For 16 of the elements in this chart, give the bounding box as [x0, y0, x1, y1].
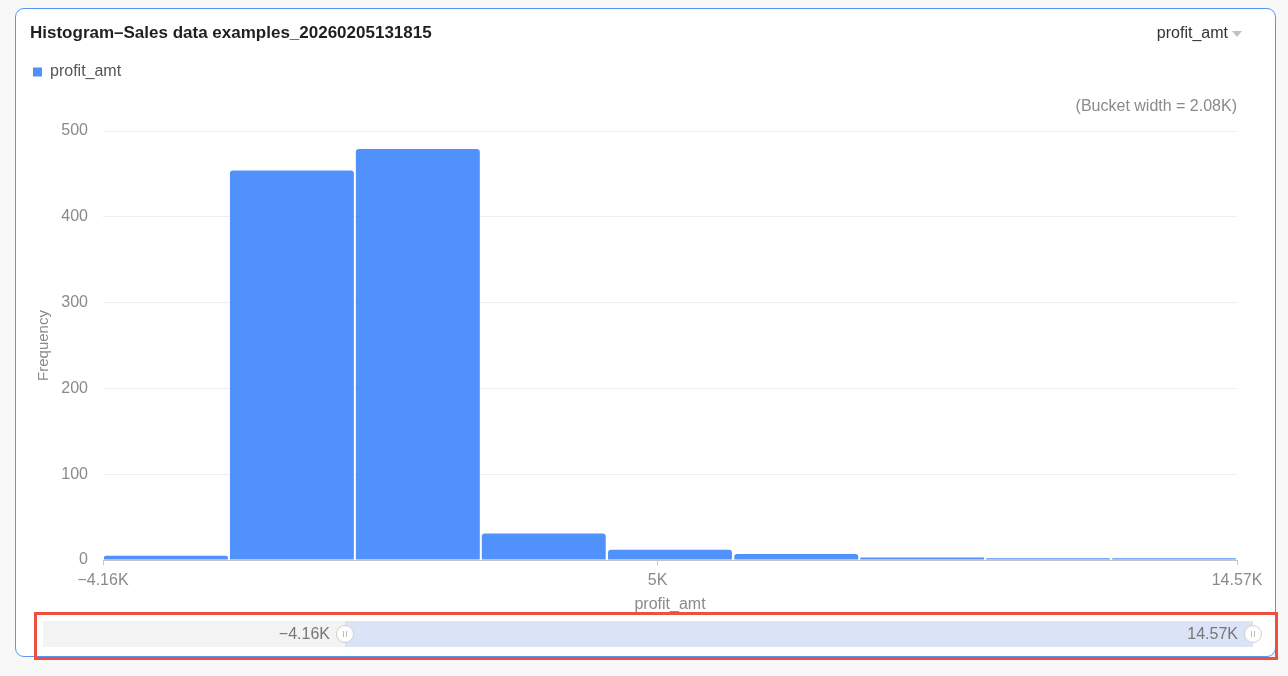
y-tick-label: 0	[79, 550, 89, 568]
y-tick-label: 500	[61, 121, 89, 139]
x-tick-label: 5K	[647, 571, 668, 589]
x-tick-label: 14.57K	[1211, 571, 1263, 589]
y-tick-label: 300	[61, 293, 89, 311]
y-tick-label: 200	[61, 378, 89, 396]
y-tick-label: 400	[61, 207, 89, 225]
legend-label: profit_amt	[50, 62, 122, 81]
text: profit_amt	[1156, 24, 1228, 41]
chart-title: Histogram–Sales data examples_20260205131815	[30, 22, 432, 42]
x-tick-label: −4.16K	[77, 571, 129, 589]
x-axis-title: profit_amt	[634, 594, 707, 613]
range-slider: −4.16K 14.57K	[43, 621, 1253, 647]
y-tick-label: 100	[61, 464, 89, 482]
y-axis-title: Frequency	[34, 309, 52, 381]
text: (Bucket width = 2.08K)	[1075, 97, 1237, 115]
